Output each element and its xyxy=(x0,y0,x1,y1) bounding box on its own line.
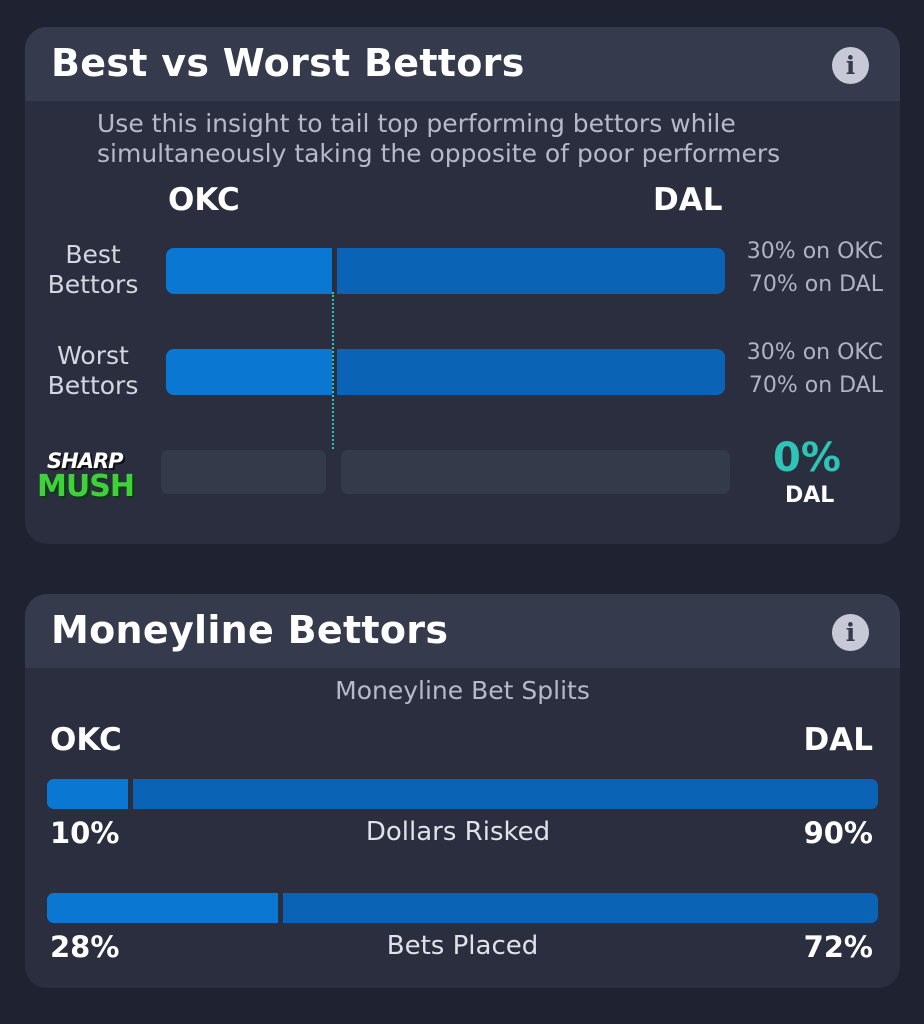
dollars-risked-bar xyxy=(47,779,878,809)
moneyline-title: Moneyline Bettors xyxy=(51,608,449,652)
moneyline-card: Moneyline Bettors i Moneyline Bet Splits… xyxy=(25,594,900,988)
dollars-risked-dal-pct: 90% xyxy=(803,816,873,850)
moneyline-subtitle: Moneyline Bet Splits xyxy=(335,676,590,705)
best-bettors-label: Best Bettors xyxy=(33,240,153,300)
sharp-mush-team: DAL xyxy=(785,483,835,508)
best-worst-title: Best vs Worst Bettors xyxy=(51,41,525,85)
bar-divider xyxy=(128,779,134,809)
worst-bettors-okc-segment xyxy=(166,349,334,395)
bets-placed-bar xyxy=(47,893,878,923)
best-bettors-split: 30% on OKC 70% on DAL xyxy=(713,235,883,301)
dollars-risked-okc-segment xyxy=(47,779,131,809)
bets-placed-okc-pct: 28% xyxy=(50,930,120,964)
sharp-mush-value: 0% xyxy=(773,435,841,481)
best-bettors-okc-pct: 30% on OKC xyxy=(746,239,883,264)
dollars-risked-label: Dollars Risked xyxy=(365,817,551,847)
best-bettors-label-line2: Bettors xyxy=(47,270,139,299)
ml-team-right-label: DAL xyxy=(803,722,873,758)
best-worst-subtitle-1: Use this insight to tail top performing … xyxy=(97,109,736,138)
bar-divider xyxy=(331,349,337,395)
best-worst-card: Best vs Worst Bettors i Use this insight… xyxy=(25,27,900,544)
worst-bettors-label-line2: Bettors xyxy=(47,371,139,400)
worst-bettors-dal-pct: 70% on DAL xyxy=(748,373,883,398)
team-left-label: OKC xyxy=(168,182,240,218)
sharp-mush-logo: SHARP MUSH xyxy=(35,447,161,511)
sharp-mush-bar-right xyxy=(341,450,730,494)
best-bettors-label-line1: Best xyxy=(65,240,121,269)
worst-bettors-okc-pct: 30% on OKC xyxy=(746,340,883,365)
worst-bettors-bar xyxy=(166,349,725,395)
dollars-risked-okc-pct: 10% xyxy=(50,816,120,850)
sharp-logo-text: SHARP xyxy=(47,449,124,473)
best-worst-header: Best vs Worst Bettors i xyxy=(25,27,900,101)
worst-bettors-label: Worst Bettors xyxy=(33,341,153,401)
sharp-mush-bar-left xyxy=(161,450,326,494)
best-bettors-bar xyxy=(166,248,725,294)
bets-placed-okc-segment xyxy=(47,893,280,923)
mush-logo-text: MUSH xyxy=(37,469,135,504)
bets-placed-label: Bets Placed xyxy=(386,931,539,961)
bets-placed-dal-pct: 72% xyxy=(803,930,873,964)
best-worst-subtitle-2: simultaneously taking the opposite of po… xyxy=(97,139,781,168)
best-bettors-okc-segment xyxy=(166,248,334,294)
bar-divider xyxy=(331,248,337,294)
ml-team-left-label: OKC xyxy=(50,722,122,758)
worst-bettors-label-line1: Worst xyxy=(57,341,129,370)
worst-bettors-split: 30% on OKC 70% on DAL xyxy=(713,336,883,402)
best-bettors-dal-pct: 70% on DAL xyxy=(748,272,883,297)
dotted-divider-line xyxy=(332,292,334,449)
team-right-label: DAL xyxy=(653,182,723,218)
moneyline-header: Moneyline Bettors i xyxy=(25,594,900,668)
info-icon[interactable]: i xyxy=(832,614,869,651)
bar-divider xyxy=(277,893,283,923)
info-icon[interactable]: i xyxy=(832,47,869,84)
